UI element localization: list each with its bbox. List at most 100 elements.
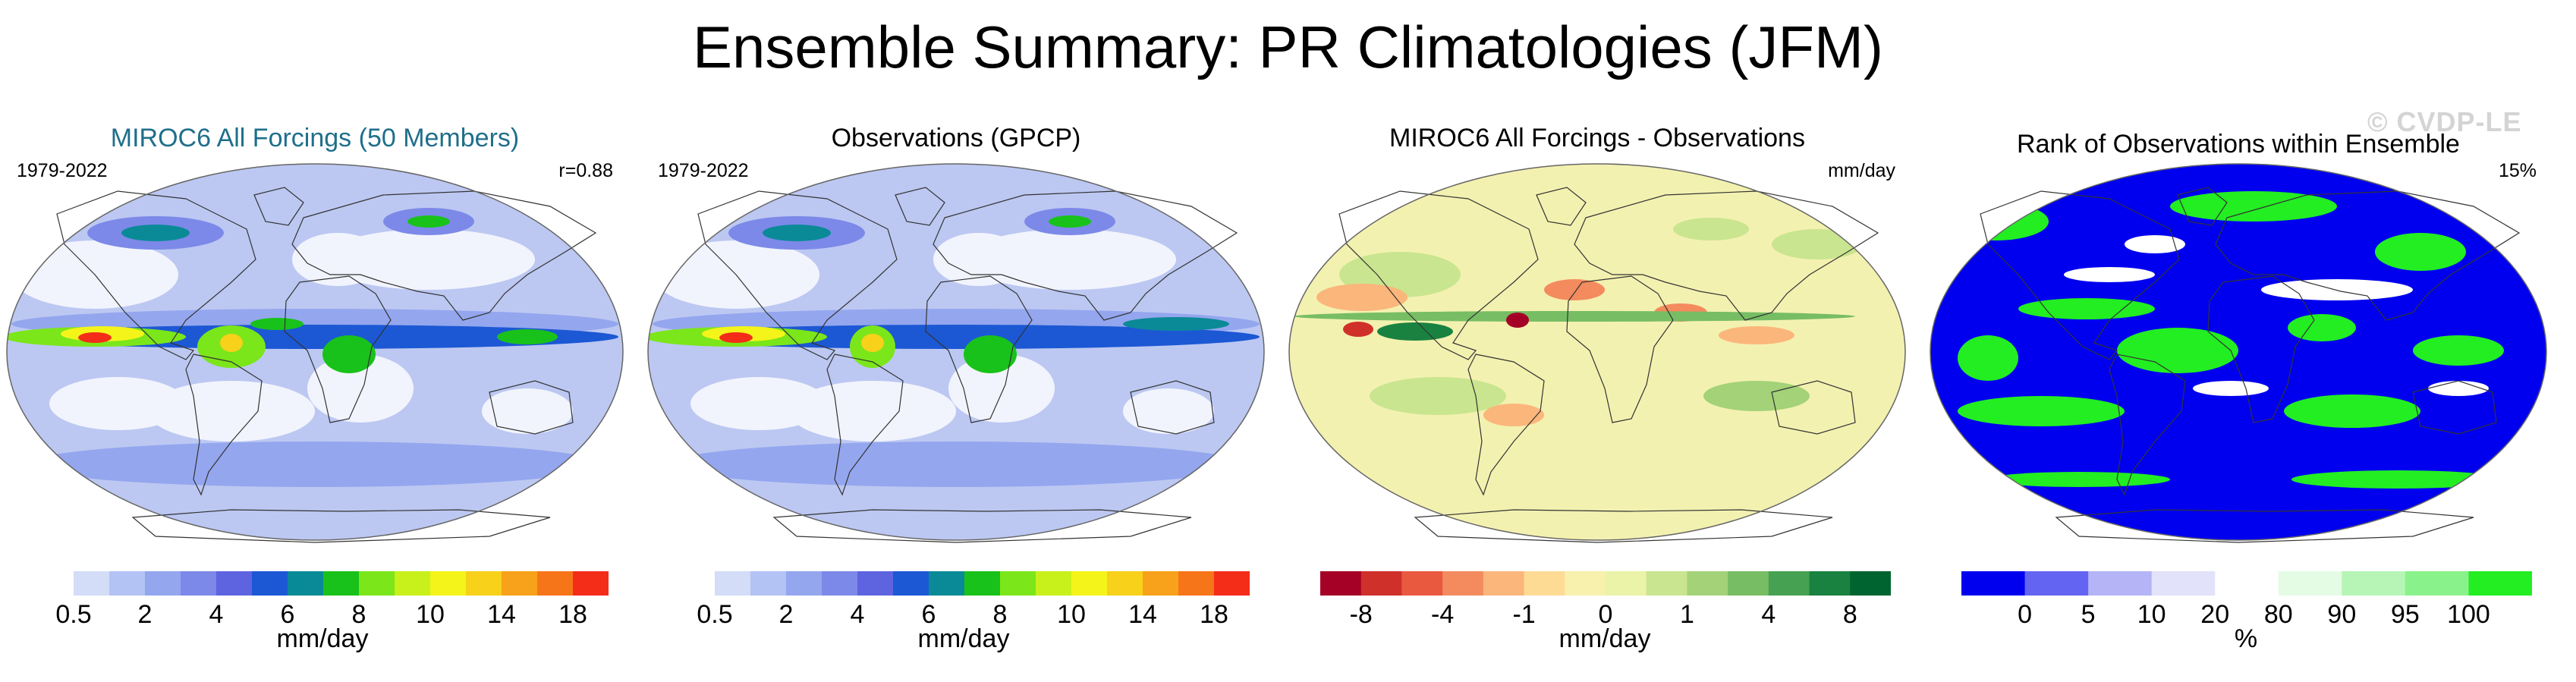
high-rank-region bbox=[2288, 314, 2356, 341]
coastline-africa bbox=[1566, 275, 1674, 423]
dry-bias-region bbox=[1544, 279, 1605, 300]
colorbar-tick-label: 1 bbox=[1679, 600, 1694, 629]
colorbar-rank bbox=[1961, 571, 2532, 596]
colorbar-tick-label: 95 bbox=[2390, 600, 2420, 629]
units-label: mm/day bbox=[1828, 160, 1895, 181]
colorbar-observations bbox=[679, 571, 1250, 596]
colorbar-swatch bbox=[1401, 571, 1443, 596]
colorbar-swatch bbox=[2342, 571, 2406, 596]
colorbar-swatch bbox=[893, 571, 929, 596]
coastline-eurasia bbox=[1574, 190, 1879, 321]
high-rank-region bbox=[1958, 335, 2018, 381]
dry-region bbox=[948, 354, 1055, 423]
mid-rank-region bbox=[2125, 235, 2185, 253]
high-rank-region bbox=[1988, 472, 2170, 487]
africa-rain bbox=[964, 335, 1017, 373]
colorbar-swatch bbox=[929, 571, 965, 596]
dry-region bbox=[49, 377, 186, 430]
colorbar-swatch bbox=[1143, 571, 1179, 596]
coastline-australia bbox=[1130, 380, 1215, 435]
colorbar-swatch bbox=[1000, 571, 1036, 596]
colorbar-swatch bbox=[502, 571, 538, 596]
colorbar-swatch bbox=[2024, 571, 2089, 596]
coastline-antarctica bbox=[772, 509, 1192, 543]
high-rank-region bbox=[2291, 470, 2504, 489]
colorbar-swatch bbox=[1961, 571, 2026, 596]
coastline-south-america bbox=[826, 354, 904, 496]
maritime-dry-bias bbox=[1343, 322, 1373, 337]
dry-region bbox=[482, 388, 573, 434]
itcz-wet-bias bbox=[1294, 311, 1855, 322]
colorbar-tick-label: 4 bbox=[209, 600, 224, 629]
colorbar-tick-label: 4 bbox=[1761, 600, 1776, 629]
dry-bias-region bbox=[1483, 404, 1544, 426]
maritime-peak bbox=[719, 332, 753, 343]
colorbar-swatch bbox=[573, 571, 609, 596]
colorbar-swatch bbox=[786, 571, 822, 596]
colorbar-tick-label: 5 bbox=[2081, 600, 2096, 629]
colorbar-tick-label: 90 bbox=[2327, 600, 2357, 629]
colorbar-tick-label: 20 bbox=[2200, 600, 2230, 629]
period-label: 1979-2022 bbox=[658, 160, 749, 181]
storm-track-atlantic-core bbox=[1049, 215, 1091, 228]
panel-model-climatology: MIROC6 All Forcings (50 Members) 1979-20… bbox=[0, 114, 630, 675]
high-rank-region bbox=[2413, 335, 2504, 366]
colorbar-swatch bbox=[1565, 571, 1606, 596]
colorbar-tick-label: 0 bbox=[2018, 600, 2033, 629]
colorbar-swatch bbox=[1107, 571, 1143, 596]
amazon-core bbox=[220, 334, 243, 352]
colorbar-tick-label: 4 bbox=[850, 600, 865, 629]
coastline-eurasia bbox=[2215, 190, 2521, 321]
map-border bbox=[1288, 163, 1906, 541]
amazon-dry-bias bbox=[1506, 313, 1529, 328]
colorbar-swatch bbox=[323, 571, 360, 596]
storm-track-atlantic-core bbox=[407, 215, 450, 228]
high-rank-region bbox=[2284, 394, 2420, 428]
wet-bias-region bbox=[1703, 381, 1810, 411]
coastline-antarctica bbox=[2055, 509, 2474, 543]
coastline-antarctica bbox=[1414, 509, 1833, 543]
colorbar-swatch bbox=[1442, 571, 1484, 596]
coastline-australia bbox=[489, 380, 574, 435]
colorbar-swatch bbox=[466, 571, 502, 596]
colorbar-swatch bbox=[109, 571, 146, 596]
colorbar-swatch bbox=[430, 571, 467, 596]
mid-rank-region bbox=[2428, 381, 2489, 396]
map-background bbox=[1289, 164, 1905, 540]
coastline-north-america bbox=[1338, 190, 1539, 360]
southern-storm-band bbox=[668, 442, 1244, 487]
dry-region bbox=[307, 354, 414, 423]
colorbar-swatch bbox=[145, 571, 181, 596]
high-rank-region bbox=[2375, 233, 2466, 271]
coastline-australia bbox=[2412, 380, 2497, 435]
coastline-greenland bbox=[1536, 187, 1587, 226]
colorbar-tick-label: 18 bbox=[1200, 600, 1228, 629]
colorbar-tick-label: 8 bbox=[992, 600, 1008, 629]
coastline-greenland bbox=[895, 187, 945, 226]
colorbar-swatch bbox=[1483, 571, 1525, 596]
figure-title: Ensemble Summary: PR Climatologies (JFM) bbox=[692, 14, 1884, 80]
colorbar-tick-label: -1 bbox=[1512, 600, 1536, 629]
map-border bbox=[6, 163, 624, 541]
africa-rain bbox=[322, 335, 376, 373]
coastline-north-america bbox=[697, 190, 898, 360]
southern-storm-band bbox=[27, 442, 603, 487]
storm-track-pacific-core bbox=[763, 225, 831, 241]
colorbar-tick-label: 10 bbox=[416, 600, 445, 629]
colorbar-swatch bbox=[288, 571, 324, 596]
coastline-north-america bbox=[1980, 190, 2180, 360]
panel-rank: Rank of Observations within Ensemble 15%… bbox=[1923, 114, 2553, 675]
colorbar-tick-label: 2 bbox=[778, 600, 794, 629]
colorbar-tick-label: 8 bbox=[351, 600, 366, 629]
colorbar-unit: % bbox=[2234, 624, 2258, 653]
colorbar-swatch bbox=[2278, 571, 2342, 596]
dry-region bbox=[933, 233, 1024, 286]
colorbar-swatch bbox=[1036, 571, 1072, 596]
percent-label: 15% bbox=[2498, 160, 2537, 181]
colorbar-tick-label: 10 bbox=[2137, 600, 2166, 629]
colorbar-tick-label: 0.5 bbox=[697, 600, 733, 629]
coastline-africa bbox=[2207, 275, 2315, 423]
colorbar-swatch bbox=[2468, 571, 2532, 596]
map-border bbox=[1930, 163, 2547, 541]
map-observations bbox=[647, 163, 1265, 543]
